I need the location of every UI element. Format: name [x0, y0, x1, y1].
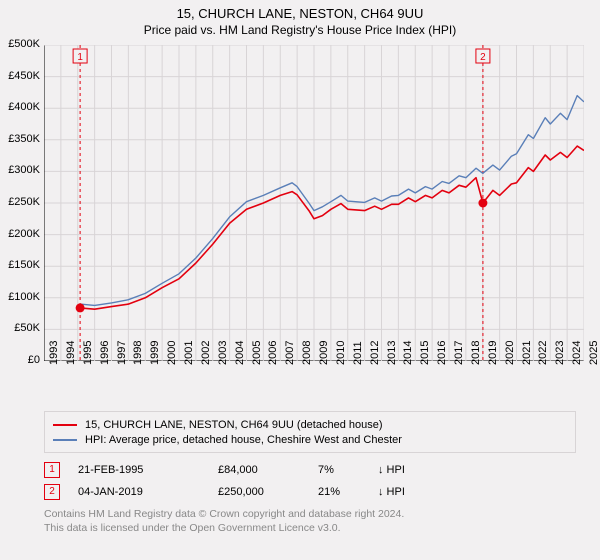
transaction-pct: 21% — [318, 486, 378, 498]
transaction-marker-dot — [76, 303, 85, 312]
svg-text:1: 1 — [77, 52, 83, 63]
y-axis-label: £450K — [0, 70, 40, 82]
transaction-date: 04-JAN-2019 — [78, 486, 218, 498]
y-axis-label: £350K — [0, 133, 40, 145]
transaction-marker-badge: 1 — [73, 49, 87, 63]
legend-row: 15, CHURCH LANE, NESTON, CH64 9UU (detac… — [53, 417, 567, 432]
y-axis-label: £300K — [0, 164, 40, 176]
y-axis-label: £100K — [0, 291, 40, 303]
transaction-price: £250,000 — [218, 486, 318, 498]
transaction-badge: 1 — [44, 462, 60, 478]
y-axis-label: £400K — [0, 101, 40, 113]
y-axis-label: £0 — [0, 354, 40, 366]
legend-swatch — [53, 424, 77, 426]
legend: 15, CHURCH LANE, NESTON, CH64 9UU (detac… — [44, 411, 576, 453]
transaction-row: 1 21-FEB-1995£84,0007%↓ HPI — [44, 459, 576, 481]
transaction-marker-badge: 2 — [476, 49, 490, 63]
title-line-2: Price paid vs. HM Land Registry's House … — [0, 23, 600, 37]
y-axis-label: £250K — [0, 196, 40, 208]
chart-header: 15, CHURCH LANE, NESTON, CH64 9UU Price … — [0, 0, 600, 39]
down-arrow-icon: ↓ HPI — [378, 486, 405, 498]
price-vs-hpi-chart: £0 £50K £100K £150K £200K £250K £300K £350K £400… — [0, 39, 598, 407]
source-line-1: Contains HM Land Registry data © Crown c… — [44, 507, 576, 521]
title-line-1: 15, CHURCH LANE, NESTON, CH64 9UU — [0, 6, 600, 21]
down-arrow-icon: ↓ HPI — [378, 464, 405, 476]
series-line — [80, 96, 584, 306]
transaction-pct: 7% — [318, 464, 378, 476]
legend-label: 15, CHURCH LANE, NESTON, CH64 9UU (detac… — [85, 419, 383, 431]
transaction-row: 2 04-JAN-2019£250,00021%↓ HPI — [44, 481, 576, 503]
transaction-marker-dot — [478, 199, 487, 208]
y-axis-label: £50K — [0, 322, 40, 334]
transaction-badge: 2 — [44, 484, 60, 500]
y-axis-label: £200K — [0, 228, 40, 240]
legend-row: HPI: Average price, detached house, Ches… — [53, 432, 567, 447]
x-axis-label: 2025 — [588, 341, 600, 365]
transactions-table: 1 21-FEB-1995£84,0007%↓ HPI 2 04-JAN-2019£2… — [44, 459, 576, 503]
plot-svg: 12 — [44, 45, 584, 361]
y-axis-label: £150K — [0, 259, 40, 271]
transaction-date: 21-FEB-1995 — [78, 464, 218, 476]
legend-label: HPI: Average price, detached house, Ches… — [85, 434, 402, 446]
series-line — [80, 146, 584, 309]
legend-swatch — [53, 439, 77, 441]
transaction-price: £84,000 — [218, 464, 318, 476]
y-axis-label: £500K — [0, 38, 40, 50]
source-attribution: Contains HM Land Registry data © Crown c… — [44, 507, 576, 535]
svg-text:2: 2 — [480, 52, 486, 63]
source-line-2: This data is licensed under the Open Gov… — [44, 521, 576, 535]
